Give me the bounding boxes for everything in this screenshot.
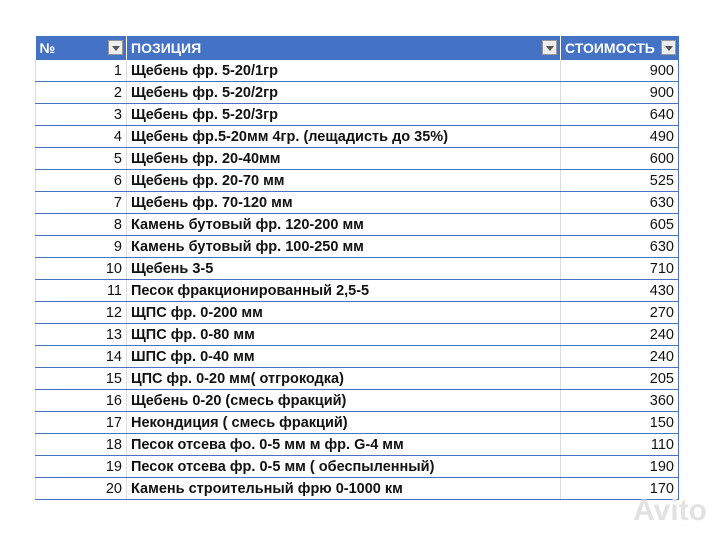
price-cell[interactable]: 360 [560, 389, 679, 412]
price-cell[interactable]: 490 [560, 125, 679, 148]
position-name[interactable]: Щебень фр.5-20мм 4гр. (лещадисть до 35%) [126, 125, 561, 148]
row-number[interactable]: 5 [35, 147, 127, 170]
position-name[interactable]: Щебень 0-20 (смесь фракций) [126, 389, 561, 412]
row-number[interactable]: 6 [35, 169, 127, 192]
row-number[interactable]: 9 [35, 235, 127, 258]
price-cell[interactable]: 900 [560, 60, 679, 82]
position-name[interactable]: Камень бутовый фр. 100-250 мм [126, 235, 561, 258]
position-name[interactable]: Щебень фр. 70-120 мм [126, 191, 561, 214]
row-number[interactable]: 16 [35, 389, 127, 412]
table-row: 18 Песок отсева фо. 0-5 мм м фр. G-4 мм 11… [35, 433, 679, 456]
position-name[interactable]: Щебень фр. 5-20/3гр [126, 103, 561, 126]
price-cell[interactable]: 630 [560, 191, 679, 214]
position-name[interactable]: Песок отсева фо. 0-5 мм м фр. G-4 мм [126, 433, 561, 456]
table-row: 15 ЦПС фр. 0-20 мм( отгрокодка) 205 [35, 367, 679, 390]
row-number[interactable]: 17 [35, 411, 127, 434]
avito-watermark: Avito [633, 494, 707, 527]
table-row: 5 Щебень фр. 20-40мм 600 [35, 147, 679, 170]
price-cell[interactable]: 605 [560, 213, 679, 236]
position-name[interactable]: Щебень фр. 20-40мм [126, 147, 561, 170]
row-number[interactable]: 10 [35, 257, 127, 280]
filter-dropdown-icon[interactable] [542, 40, 557, 55]
table-row: 12 ЩПС фр. 0-200 мм 270 [35, 301, 679, 324]
position-name[interactable]: Щебень фр. 20-70 мм [126, 169, 561, 192]
position-name[interactable]: Щебень фр. 5-20/2гр [126, 81, 561, 104]
price-cell[interactable]: 600 [560, 147, 679, 170]
table-row: 2 Щебень фр. 5-20/2гр 900 [35, 81, 679, 104]
row-number[interactable]: 19 [35, 455, 127, 478]
table-row: 8 Камень бутовый фр. 120-200 мм 605 [35, 213, 679, 236]
table-row: 3 Щебень фр. 5-20/3гр 640 [35, 103, 679, 126]
price-cell[interactable]: 270 [560, 301, 679, 324]
row-number[interactable]: 11 [35, 279, 127, 302]
row-number[interactable]: 13 [35, 323, 127, 346]
table-row: 14 ШПС фр. 0-40 мм 240 [35, 345, 679, 368]
table-row: 19 Песок отсева фр. 0-5 мм ( обеспыленный… [35, 455, 679, 478]
position-name[interactable]: ШПС фр. 0-40 мм [126, 345, 561, 368]
table-row: 16 Щебень 0-20 (смесь фракций) 360 [35, 389, 679, 412]
price-cell[interactable]: 150 [560, 411, 679, 434]
row-number[interactable]: 15 [35, 367, 127, 390]
price-cell[interactable]: 525 [560, 169, 679, 192]
price-cell[interactable]: 430 [560, 279, 679, 302]
position-name[interactable]: ЦПС фр. 0-20 мм( отгрокодка) [126, 367, 561, 390]
row-number[interactable]: 2 [35, 81, 127, 104]
position-name[interactable]: Песок отсева фр. 0-5 мм ( обеспыленный) [126, 455, 561, 478]
table-row: 7 Щебень фр. 70-120 мм 630 [35, 191, 679, 214]
table-row: 13 ЩПС фр. 0-80 мм 240 [35, 323, 679, 346]
table-row: 17 Некондиция ( смесь фракций) 150 [35, 411, 679, 434]
table-row: 9 Камень бутовый фр. 100-250 мм 630 [35, 235, 679, 258]
position-name[interactable]: Камень бутовый фр. 120-200 мм [126, 213, 561, 236]
price-cell[interactable]: 710 [560, 257, 679, 280]
header-num: № [35, 36, 127, 60]
row-number[interactable]: 20 [35, 477, 127, 500]
price-table: № ПОЗИЦИЯ СТОИМОСТЬ 1 Щебень фр. 5-20/1гр… [35, 36, 679, 500]
row-number[interactable]: 8 [35, 213, 127, 236]
position-name[interactable]: Щебень фр. 5-20/1гр [126, 60, 561, 82]
price-cell[interactable]: 205 [560, 367, 679, 390]
price-cell[interactable]: 630 [560, 235, 679, 258]
row-number[interactable]: 4 [35, 125, 127, 148]
table-row: 11 Песок фракционированный 2,5-5 430 [35, 279, 679, 302]
table-row: 20 Камень строительный фрю 0-1000 км 170 [35, 477, 679, 500]
position-name[interactable]: ЩПС фр. 0-80 мм [126, 323, 561, 346]
position-name[interactable]: Песок фракционированный 2,5-5 [126, 279, 561, 302]
price-cell[interactable]: 190 [560, 455, 679, 478]
table-row: 6 Щебень фр. 20-70 мм 525 [35, 169, 679, 192]
row-number[interactable]: 14 [35, 345, 127, 368]
header-row: № ПОЗИЦИЯ СТОИМОСТЬ [35, 36, 679, 60]
row-number[interactable]: 3 [35, 103, 127, 126]
header-cost: СТОИМОСТЬ [560, 36, 679, 60]
price-cell[interactable]: 110 [560, 433, 679, 456]
filter-dropdown-icon[interactable] [108, 40, 123, 55]
price-cell[interactable]: 240 [560, 345, 679, 368]
position-name[interactable]: Камень строительный фрю 0-1000 км [126, 477, 561, 500]
row-number[interactable]: 1 [35, 60, 127, 82]
position-name[interactable]: Щебень 3-5 [126, 257, 561, 280]
table-row: 1 Щебень фр. 5-20/1гр 900 [35, 60, 679, 82]
table-row: 4 Щебень фр.5-20мм 4гр. (лещадисть до 35%… [35, 125, 679, 148]
position-name[interactable]: ЩПС фр. 0-200 мм [126, 301, 561, 324]
row-number[interactable]: 18 [35, 433, 127, 456]
position-name[interactable]: Некондиция ( смесь фракций) [126, 411, 561, 434]
price-cell[interactable]: 640 [560, 103, 679, 126]
price-cell[interactable]: 240 [560, 323, 679, 346]
filter-dropdown-icon[interactable] [660, 40, 676, 55]
table-row: 10 Щебень 3-5 710 [35, 257, 679, 280]
price-cell[interactable]: 170 [560, 477, 679, 500]
header-position: ПОЗИЦИЯ [126, 36, 561, 60]
price-cell[interactable]: 900 [560, 81, 679, 104]
row-number[interactable]: 12 [35, 301, 127, 324]
row-number[interactable]: 7 [35, 191, 127, 214]
